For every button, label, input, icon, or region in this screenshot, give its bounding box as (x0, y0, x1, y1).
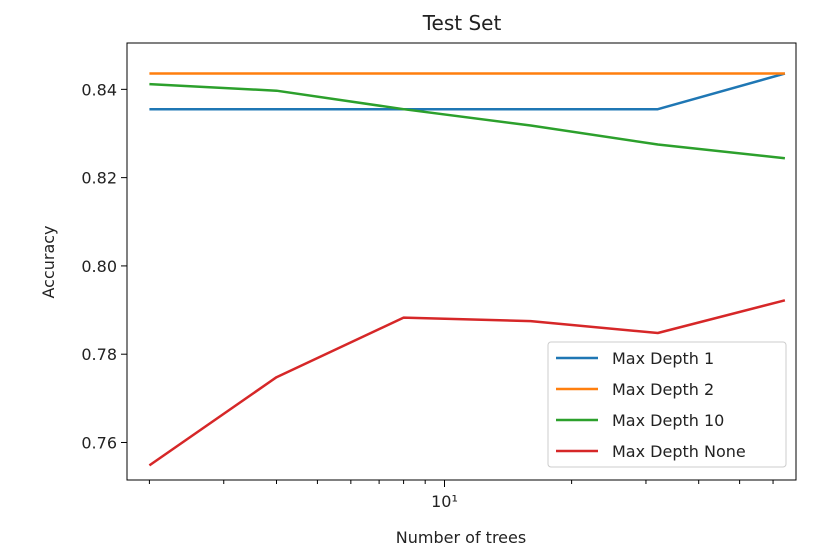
y-tick-label: 0.82 (81, 169, 117, 188)
legend-label-max-depth-none: Max Depth None (612, 442, 746, 461)
series-line-max-depth-none (148, 299, 786, 467)
y-tick-label: 0.76 (81, 433, 117, 452)
x-axis-ticks: 10¹ (148, 480, 774, 511)
plot-area (126, 42, 797, 481)
y-tick-label: 0.80 (81, 257, 117, 276)
legend: Max Depth 1 Max Depth 2 Max Depth 10 Max De… (547, 341, 787, 468)
series-line-max-depth-10 (149, 82, 786, 160)
chart-title: Test Set (422, 11, 502, 35)
legend-box (547, 341, 787, 468)
y-tick-label: 0.84 (81, 80, 117, 99)
series-lines (148, 72, 786, 467)
y-axis-ticks: 0.76 0.78 0.80 0.82 0.84 (81, 80, 127, 452)
x-tick-label: 10¹ (431, 492, 458, 511)
series-line-max-depth-1 (149, 72, 786, 111)
legend-label-max-depth-1: Max Depth 1 (612, 349, 714, 368)
y-tick-label: 0.78 (81, 345, 117, 364)
legend-label-max-depth-2: Max Depth 2 (612, 380, 714, 399)
x-axis-label: Number of trees (396, 528, 526, 547)
plot-frame (126, 42, 797, 481)
y-axis-label: Accuracy (39, 225, 58, 298)
legend-label-max-depth-10: Max Depth 10 (612, 411, 724, 430)
